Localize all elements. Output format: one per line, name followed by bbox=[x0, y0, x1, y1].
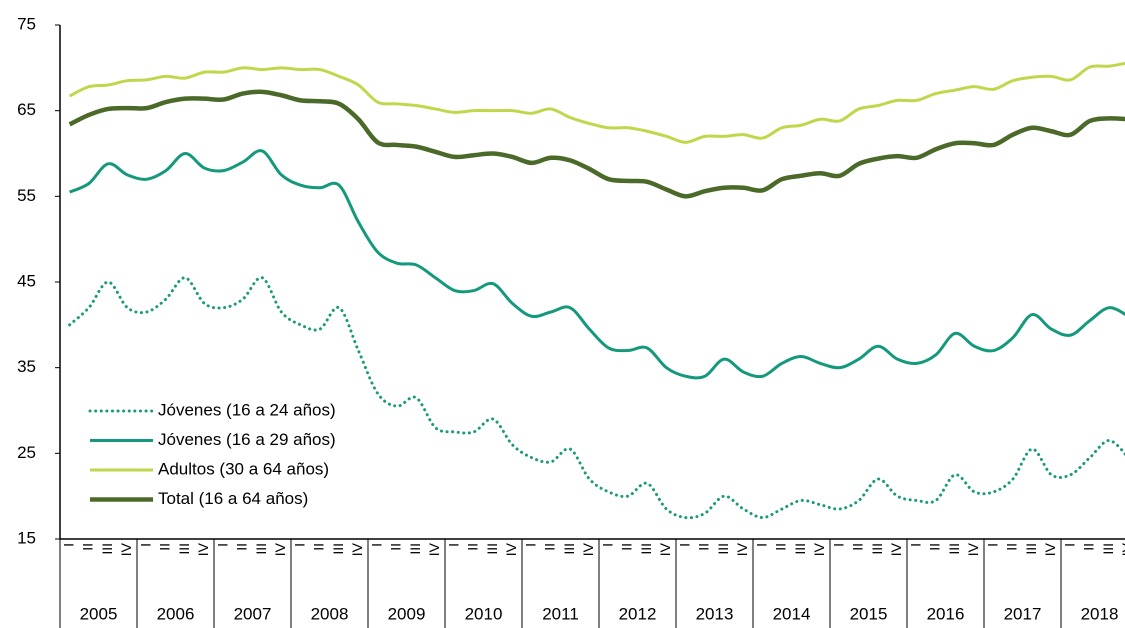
year-label: 2015 bbox=[850, 604, 888, 623]
x-tick-label: III bbox=[715, 543, 731, 555]
x-tick-label: IV bbox=[118, 542, 134, 556]
x-tick-label: III bbox=[176, 543, 192, 555]
x-tick-label: I bbox=[445, 543, 461, 547]
x-tick-label: III bbox=[484, 543, 500, 555]
legend-label: Total (16 a 64 años) bbox=[158, 489, 308, 508]
series-line bbox=[68, 89, 1125, 199]
x-tick-label: I bbox=[599, 543, 615, 547]
x-tick-label: IV bbox=[1042, 542, 1058, 556]
x-tick-label: IV bbox=[888, 542, 904, 556]
x-tick-label: II bbox=[234, 543, 250, 551]
year-label: 2012 bbox=[619, 604, 657, 623]
x-tick-label: I bbox=[830, 543, 846, 547]
x-tick-label: III bbox=[946, 543, 962, 555]
year-label: 2011 bbox=[542, 604, 579, 623]
x-tick-label: I bbox=[368, 543, 384, 547]
x-tick-label: III bbox=[792, 543, 808, 555]
x-tick-label: I bbox=[214, 543, 230, 547]
x-tick-label: II bbox=[542, 543, 558, 551]
x-tick-label: II bbox=[850, 543, 866, 551]
y-tick-label: 65 bbox=[17, 100, 36, 119]
x-tick-label: I bbox=[984, 543, 1000, 547]
x-tick-label: IV bbox=[272, 542, 288, 556]
x-tick-label: II bbox=[927, 543, 943, 551]
x-tick-label: II bbox=[157, 543, 173, 551]
series-line bbox=[69, 149, 1125, 380]
year-label: 2005 bbox=[80, 604, 118, 623]
year-label: 2010 bbox=[465, 604, 503, 623]
y-tick-label: 45 bbox=[17, 271, 36, 290]
year-label: 2017 bbox=[1004, 604, 1042, 623]
x-tick-label: I bbox=[291, 543, 307, 547]
x-tick-label: I bbox=[522, 543, 538, 547]
x-tick-label: II bbox=[1081, 543, 1097, 551]
x-tick-label: III bbox=[1023, 543, 1039, 555]
series-line bbox=[68, 276, 1125, 520]
y-tick-label: 75 bbox=[17, 14, 36, 33]
x-tick-label: III bbox=[330, 543, 346, 555]
x-tick-label: I bbox=[137, 543, 153, 547]
x-tick-label: IV bbox=[349, 542, 365, 556]
x-tick-label: IV bbox=[195, 542, 211, 556]
x-tick-label: I bbox=[60, 543, 76, 547]
x-tick-label: II bbox=[773, 543, 789, 551]
x-tick-label: II bbox=[311, 543, 327, 551]
y-tick-label: 55 bbox=[17, 186, 36, 205]
x-tick-label: II bbox=[619, 543, 635, 551]
year-label: 2008 bbox=[311, 604, 349, 623]
x-tick-label: II bbox=[80, 543, 96, 551]
x-tick-label: I bbox=[676, 543, 692, 547]
series-line bbox=[68, 61, 1125, 144]
year-label: 2016 bbox=[927, 604, 965, 623]
x-tick-label: IV bbox=[580, 542, 596, 556]
x-tick-label: IV bbox=[734, 542, 750, 556]
x-tick-label: IV bbox=[1119, 542, 1125, 556]
x-tick-label: III bbox=[638, 543, 654, 555]
x-tick-label: II bbox=[696, 543, 712, 551]
x-tick-label: I bbox=[753, 543, 769, 547]
x-tick-label: III bbox=[99, 543, 115, 555]
x-tick-label: III bbox=[869, 543, 885, 555]
x-tick-label: IV bbox=[965, 542, 981, 556]
y-tick-label: 15 bbox=[17, 528, 36, 547]
year-label: 2006 bbox=[157, 604, 195, 623]
x-tick-label: II bbox=[388, 543, 404, 551]
year-label: 2013 bbox=[696, 604, 734, 623]
x-tick-label: II bbox=[1004, 543, 1020, 551]
legend-label: Adultos (30 a 64 años) bbox=[158, 459, 329, 478]
year-label: 2009 bbox=[388, 604, 426, 623]
y-tick-label: 25 bbox=[17, 443, 36, 462]
year-label: 2018 bbox=[1081, 604, 1119, 623]
x-tick-label: III bbox=[407, 543, 423, 555]
x-tick-label: III bbox=[561, 543, 577, 555]
x-tick-label: III bbox=[1100, 543, 1116, 555]
year-label: 2014 bbox=[773, 604, 811, 623]
x-tick-label: IV bbox=[811, 542, 827, 556]
x-tick-label: IV bbox=[657, 542, 673, 556]
legend-label: Jóvenes (16 a 29 años) bbox=[158, 430, 336, 449]
x-tick-label: IV bbox=[426, 542, 442, 556]
x-tick-label: III bbox=[253, 543, 269, 555]
x-tick-label: I bbox=[907, 543, 923, 547]
x-tick-label: I bbox=[1061, 543, 1077, 547]
x-tick-label: IV bbox=[503, 542, 519, 556]
y-tick-label: 35 bbox=[17, 357, 36, 376]
legend-label: Jóvenes (16 a 24 años) bbox=[158, 400, 336, 419]
x-tick-label: II bbox=[465, 543, 481, 551]
year-label: 2007 bbox=[234, 604, 272, 623]
